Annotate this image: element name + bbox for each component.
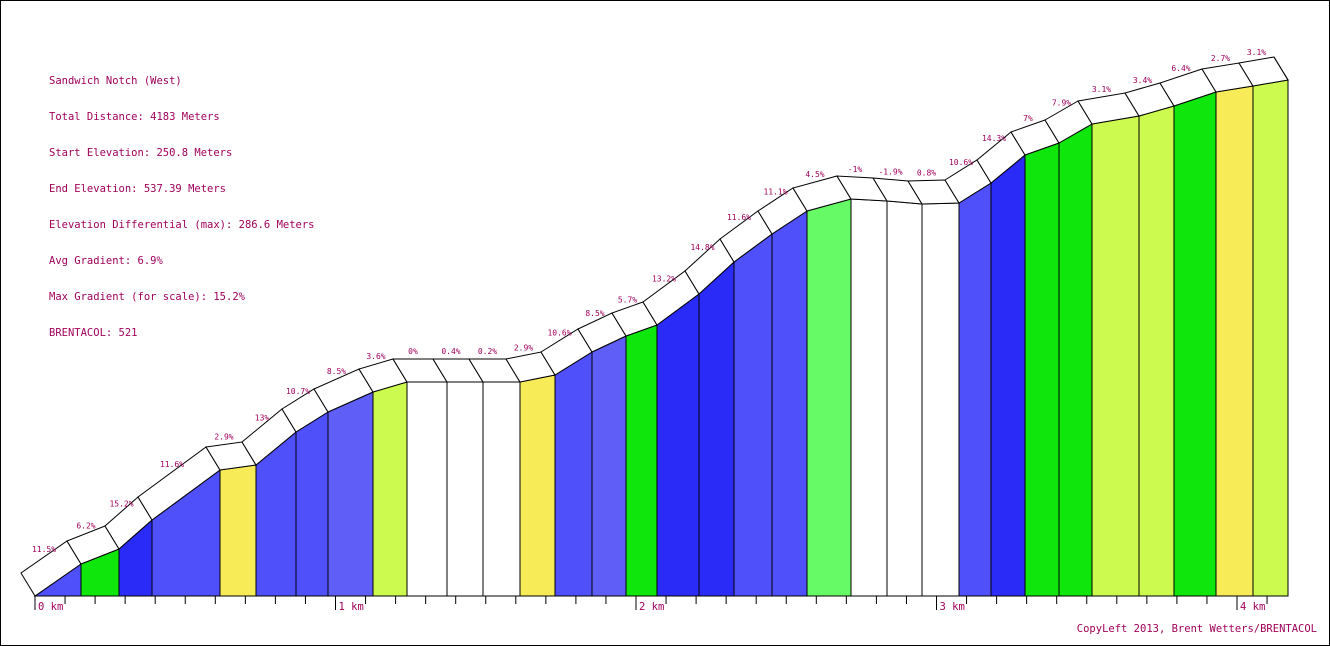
grade-label: 2.9% [214,433,233,442]
segment-fill [219,464,257,597]
grade-label: 11.6% [727,213,751,222]
road-band-end-edge [1273,56,1289,81]
grade-label: 0.8% [917,169,936,178]
segment-fill [921,202,960,597]
segment-fill [295,411,329,597]
x-tick-label: 0 km [38,601,63,613]
grade-label: 13% [255,414,270,423]
segment-fill [656,293,700,597]
grade-label: -1.9% [878,168,902,177]
grade-label: 3.1% [1092,85,1111,94]
segment-fill [446,381,484,597]
road-band [20,56,1289,597]
end-elevation: End Elevation: 537.39 Meters [49,183,227,195]
grade-label: 15.2% [109,500,133,509]
segment-fill [850,198,888,597]
grade-label: 13.2% [652,275,676,284]
route-info-block: Sandwich Notch (West) Total Distance: 41… [49,51,315,363]
segment-fill [1024,142,1060,597]
brentacol-score: BRENTACOL: 521 [49,327,138,339]
grade-label: 3.6% [366,352,385,361]
segment-fill [1215,85,1254,597]
grade-label: 7% [1023,114,1033,123]
segment-fill [990,153,1026,597]
grade-label: 8.5% [585,309,604,318]
grade-label: 2.7% [1211,54,1230,63]
grade-label: 14.8% [690,243,714,252]
segment-fill [591,335,627,597]
grade-label: 6.2% [76,522,95,531]
segment-fill [327,391,374,597]
segment-fill [482,381,521,597]
segment-fill [1252,79,1289,597]
segment-fill [771,210,808,597]
segment-fill [958,182,992,597]
max-gradient: Max Gradient (for scale): 15.2% [49,291,245,303]
start-elevation: Start Elevation: 250.8 Meters [49,147,233,159]
grade-label: 10.6% [547,329,571,338]
segment-fill [554,351,593,597]
x-tick-label: 3 km [940,601,965,613]
x-tick-label: 1 km [339,601,364,613]
segment-fill [406,381,448,597]
segment-fill [372,381,408,597]
grade-label: 10.6% [949,158,973,167]
grade-label: 5.7% [618,296,637,305]
avg-gradient: Avg Gradient: 6.9% [49,255,163,267]
grade-label: 8.5% [327,367,346,376]
total-distance: Total Distance: 4183 Meters [49,111,220,123]
elevation-differential: Elevation Differential (max): 286.6 Mete… [49,219,315,231]
grade-label: 2.9% [514,344,533,353]
grade-label: 7.9% [1052,99,1071,108]
segment-fill [1091,115,1140,597]
grade-label: 4.5% [805,170,824,179]
segment-fill [1138,105,1175,597]
grade-label: 3.1% [1247,48,1266,57]
distance-axis: 0 km 1 km 2 km 3 km 4 km [34,595,1288,613]
grade-label: 11.6% [160,460,184,469]
grade-label: 11.5% [32,545,56,554]
segment-fill [698,260,735,597]
x-tick-label: 2 km [639,601,664,613]
grade-label: 0.2% [478,347,497,356]
grade-labels: 11.5% 6.2% 15.2% 11.6% 2.9% 13% 10.7% 8.5% 3.6% 0… [32,48,1266,554]
grade-label: 11.1% [763,188,787,197]
grade-label: 0% [408,347,418,356]
grade-label: 0.4% [441,347,460,356]
segment-fill [519,374,556,597]
grade-label: -1% [848,165,863,174]
segment-fill [733,233,773,597]
grade-label: 3.4% [1133,76,1152,85]
grade-label: 6.4% [1171,64,1190,73]
segment-fill [806,198,852,597]
x-tick-label: 4 km [1240,601,1265,613]
segment-fill [1058,123,1093,597]
copyleft-credit: CopyLeft 2013, Brent Wetters/BRENTACOL [1076,623,1317,635]
segment-fill [886,200,923,597]
grade-label: 14.3% [982,134,1006,143]
gradient-segments [33,79,1289,597]
route-name: Sandwich Notch (West) [49,75,182,87]
grade-label: 10.7% [286,387,310,396]
segment-fill [625,324,658,597]
segment-fill [1173,91,1217,597]
